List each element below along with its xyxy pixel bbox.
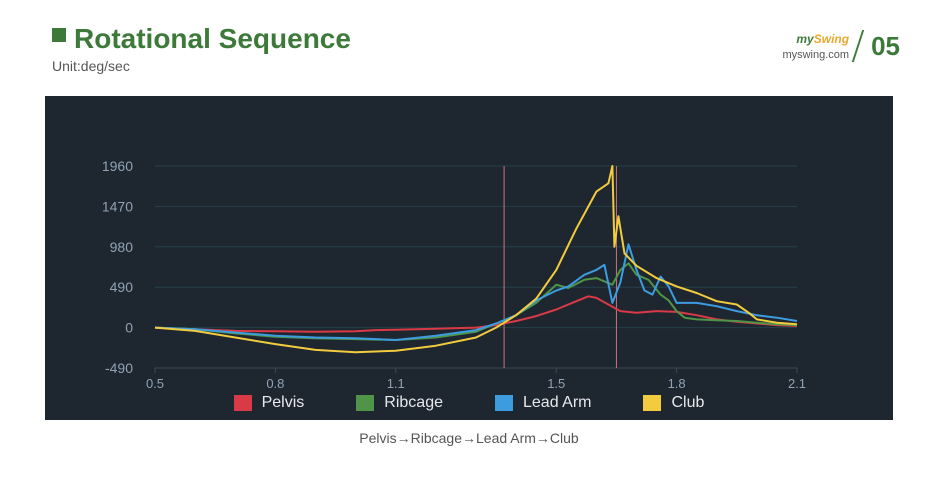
y-tick-label-0: 1960 xyxy=(102,158,133,174)
legend-item-ribcage: Ribcage xyxy=(356,394,443,412)
legend-item-lead-arm: Lead Arm xyxy=(495,394,591,412)
y-tick-label-2: 980 xyxy=(110,239,134,255)
series-line-pelvis xyxy=(154,295,798,333)
x-tick-label-0: 0.5 xyxy=(146,376,164,391)
legend-label-club: Club xyxy=(671,394,705,411)
legend-label-ribcage: Ribcage xyxy=(384,394,443,411)
rotational-sequence-chart: 1960 1470 980 490 0 -490 0.5 0.8 1.1 1.5 1.8 2.1 xyxy=(102,158,806,391)
x-tick-label-3: 1.5 xyxy=(547,376,565,391)
brand-logo-main: my xyxy=(796,31,814,46)
legend-swatch-lead-arm xyxy=(495,395,513,411)
grid-layer xyxy=(154,165,798,373)
series-line-club xyxy=(154,165,798,354)
x-tick-labels: 0.5 0.8 1.1 1.5 1.8 2.1 xyxy=(146,376,806,391)
title-block: Rotational Sequence Unit:deg/sec xyxy=(52,22,351,74)
series-line-lead-arm xyxy=(154,243,798,341)
legend-label-lead-arm: Lead Arm xyxy=(523,394,592,411)
y-tick-label-4: 0 xyxy=(125,320,133,336)
x-tick-label-1: 0.8 xyxy=(266,376,284,391)
legend-swatch-pelvis xyxy=(233,395,252,411)
marker-layer xyxy=(503,166,617,368)
brand-logo: mySwing xyxy=(782,32,849,46)
x-tick-label-4: 1.8 xyxy=(668,376,686,391)
legend-label-pelvis: Pelvis xyxy=(261,394,305,411)
brand-slash-divider xyxy=(851,30,865,62)
unit-subtitle: Unit:deg/sec xyxy=(52,58,130,74)
title-row: Rotational Sequence xyxy=(52,22,351,56)
page-number: 05 xyxy=(871,30,900,61)
y-tick-label-3: 490 xyxy=(110,279,134,295)
y-tick-label-1: 1470 xyxy=(102,198,133,214)
legend-item-club: Club xyxy=(643,394,704,412)
chart-legend: Pelvis Ribcage Lead Arm Club xyxy=(45,394,893,412)
x-tick-label-2: 1.1 xyxy=(387,376,405,391)
brand-logo-accent: Swing xyxy=(813,31,850,46)
legend-swatch-club xyxy=(643,395,662,411)
brand-text: mySwing myswing.com xyxy=(782,32,849,61)
legend-swatch-ribcage xyxy=(356,395,375,411)
title-square-icon xyxy=(52,28,66,42)
legend-item-pelvis: Pelvis xyxy=(233,394,305,412)
chart-panel: 1960 1470 980 490 0 -490 0.5 0.8 1.1 1.5 1.8 2.1 P… xyxy=(45,96,893,420)
brand-url: myswing.com xyxy=(782,48,850,61)
brand-block: mySwing myswing.com 05 xyxy=(782,30,900,62)
y-tick-label-5: -490 xyxy=(105,360,133,376)
y-tick-labels: 1960 1470 980 490 0 -490 xyxy=(102,158,133,376)
series-layer xyxy=(154,165,798,354)
sequence-caption: Pelvis→Ribcage→Lead Arm→Club xyxy=(359,430,579,446)
page-title: Rotational Sequence xyxy=(74,23,351,54)
x-tick-label-5: 2.1 xyxy=(788,376,806,391)
